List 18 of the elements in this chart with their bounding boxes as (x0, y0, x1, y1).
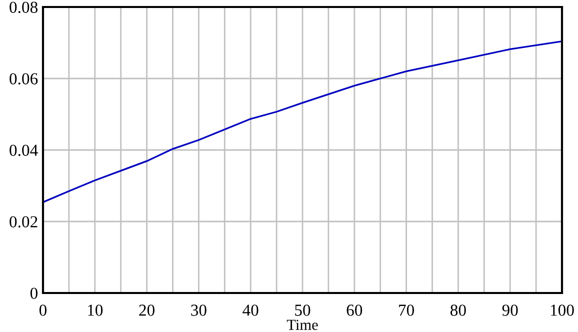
y-tick-label: 0.02 (10, 216, 38, 228)
y-tick-label: 0 (30, 288, 38, 299)
x-tick-label: 70 (399, 304, 414, 316)
line-series (43, 40, 562, 204)
y-tick-label: 0.04 (10, 144, 38, 156)
x-tick-label: 40 (242, 304, 258, 316)
y-tick-label: 0.08 (10, 2, 38, 14)
x-axis-title: Time (286, 320, 318, 330)
x-tick-label: 60 (346, 304, 362, 316)
x-tick-label: 0 (39, 304, 47, 316)
x-tick-label: 50 (295, 304, 310, 316)
y-tick-label: 0.06 (10, 73, 38, 85)
x-tick-label: 80 (450, 304, 466, 316)
x-tick-label: 20 (139, 304, 154, 316)
x-tick-label: 10 (88, 304, 103, 316)
x-tick-label: 30 (191, 304, 206, 316)
x-tick-label: 90 (502, 304, 518, 316)
x-tick-label: 100 (550, 304, 574, 316)
